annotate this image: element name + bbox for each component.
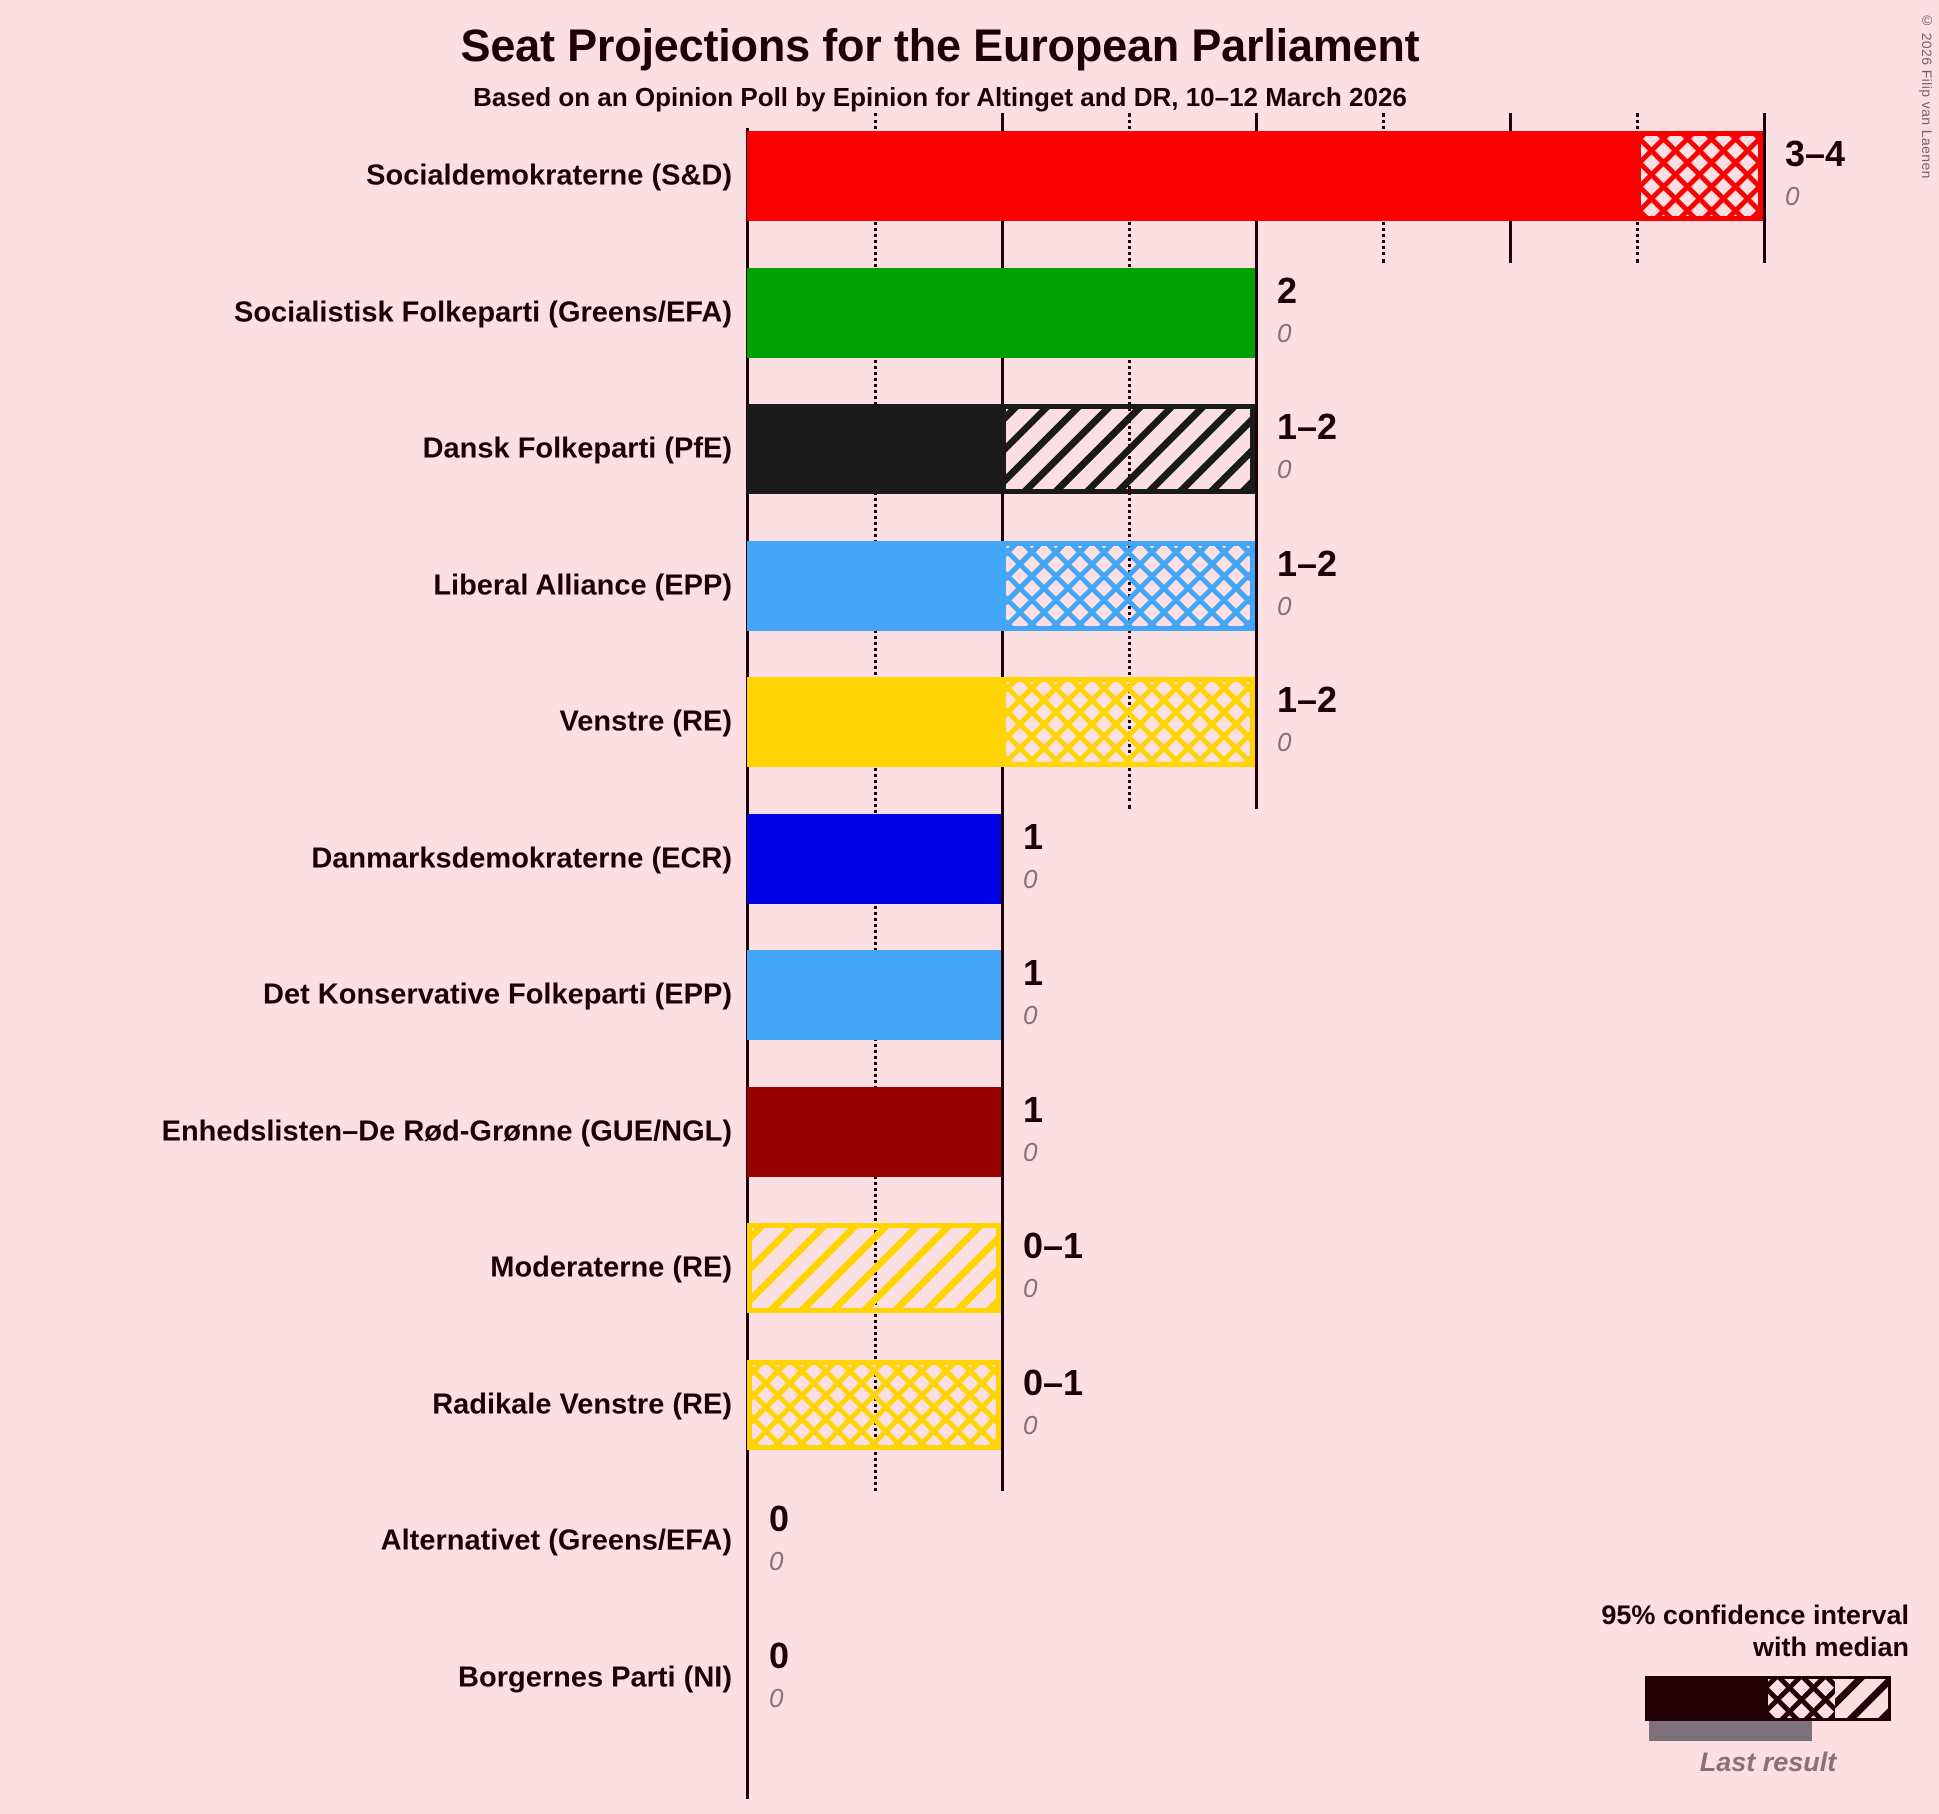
bar-median-segment: [747, 677, 1001, 767]
legend-last-result-bar: [1649, 1720, 1812, 1741]
last-result-value: 0: [1785, 181, 1800, 211]
chart-subtitle: Based on an Opinion Poll by Epinion for …: [473, 82, 1407, 112]
last-result-value: 0: [1023, 1273, 1038, 1303]
seat-range-value: 0–1: [1023, 1361, 1084, 1403]
bar-median-segment: [747, 540, 1001, 631]
gridline-1: [1001, 113, 1004, 1491]
seat-range-value: 0: [769, 1498, 790, 1539]
party-label: Socialdemokraterne (S&D): [366, 159, 732, 192]
seat-range-value: 1–2: [1277, 679, 1338, 720]
last-result-value: 0: [1277, 590, 1292, 621]
seat-range-value: 3–4: [1785, 133, 1846, 174]
bar-diagonal-segment: [747, 1223, 1001, 1313]
bar-diagonal-segment: [1001, 404, 1255, 494]
seat-range-value: 0–1: [1023, 1225, 1084, 1266]
seat-range-value: 0: [769, 1634, 790, 1676]
party-label: Enhedslisten–De Rød-Grønne (GUE/NGL): [161, 1115, 732, 1147]
bar-crosshatch-segment: [1636, 131, 1763, 221]
seat-range-value: 1: [1023, 815, 1044, 857]
legend-median-segment: [1648, 1678, 1768, 1718]
party-label: Borgernes Parti (NI): [458, 1661, 732, 1693]
last-result-value: 0: [769, 1682, 784, 1713]
gridline-4: [1763, 113, 1766, 263]
party-label: Radikale Venstre (RE): [432, 1388, 732, 1420]
bar-median-segment: [747, 813, 1001, 904]
legend-last-result-label: Last result: [1699, 1746, 1837, 1777]
bar-median-segment: [747, 1086, 1001, 1177]
seat-range-value: 1–2: [1277, 406, 1338, 447]
legend-line-2: with median: [1752, 1631, 1909, 1662]
last-result-value: 0: [1023, 863, 1038, 894]
legend-diagonal-segment: [1835, 1678, 1888, 1718]
copyright-notice: © 2026 Filip van Laenen: [1919, 12, 1935, 179]
bar-median-segment: [747, 950, 1001, 1040]
last-result-value: 0: [1277, 727, 1292, 757]
last-result-value: 0: [1023, 1136, 1038, 1167]
party-label: Dansk Folkeparti (PfE): [422, 432, 732, 465]
party-label: Alternativet (Greens/EFA): [380, 1524, 732, 1557]
bar-crosshatch-segment: [747, 1359, 1001, 1450]
party-label: Danmarksdemokraterne (ECR): [311, 842, 732, 874]
bar-crosshatch-segment: [1001, 540, 1255, 631]
gridline-0-5: [874, 113, 877, 1491]
last-result-value: 0: [1023, 1000, 1038, 1030]
last-result-value: 0: [1023, 1409, 1038, 1440]
page-title: Seat Projections for the European Parlia…: [460, 20, 1420, 71]
chart-legend: 95% confidence interval with median Last…: [1579, 1600, 1909, 1778]
seat-range-value: 1–2: [1277, 542, 1338, 584]
last-result-value: 0: [1277, 454, 1292, 484]
last-result-value: 0: [1277, 317, 1292, 348]
seat-range-value: 1: [1023, 952, 1044, 993]
party-label: Det Konservative Folkeparti (EPP): [263, 978, 732, 1011]
bar-median-segment: [747, 131, 1636, 221]
legend-interval-bar: [1645, 1675, 1891, 1721]
seat-range-value: 1: [1023, 1088, 1044, 1130]
legend-line-1: 95% confidence interval: [1601, 1600, 1909, 1630]
bar-median-segment: [747, 267, 1255, 358]
party-label: Moderaterne (RE): [490, 1251, 732, 1284]
bar-crosshatch-segment: [1001, 677, 1255, 767]
party-label: Liberal Alliance (EPP): [433, 569, 732, 601]
party-label: Venstre (RE): [559, 705, 732, 738]
bar-median-segment: [747, 404, 1001, 494]
gridline-2: [1255, 113, 1258, 809]
party-label: Socialistisk Folkeparti (Greens/EFA): [234, 296, 732, 328]
last-result-value: 0: [769, 1546, 784, 1576]
legend-crosshatch-segment: [1768, 1678, 1836, 1718]
seat-range-value: 2: [1277, 269, 1298, 311]
